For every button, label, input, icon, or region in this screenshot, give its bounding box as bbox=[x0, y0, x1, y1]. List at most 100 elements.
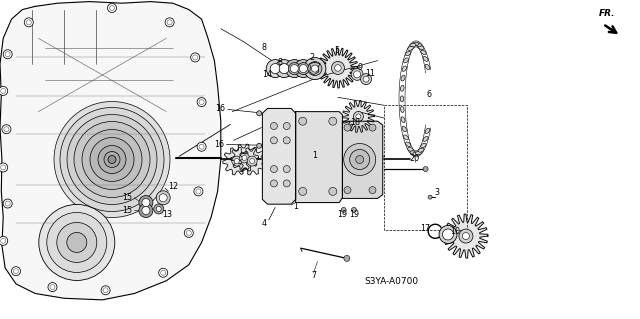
Circle shape bbox=[360, 74, 372, 85]
Polygon shape bbox=[296, 112, 342, 203]
Text: 9: 9 bbox=[358, 63, 363, 72]
Circle shape bbox=[3, 199, 12, 208]
Circle shape bbox=[159, 194, 167, 202]
Ellipse shape bbox=[404, 58, 408, 63]
Circle shape bbox=[299, 117, 307, 125]
Circle shape bbox=[0, 236, 8, 245]
Circle shape bbox=[0, 163, 8, 172]
Circle shape bbox=[312, 65, 318, 72]
Circle shape bbox=[108, 4, 116, 12]
Text: 20: 20 bbox=[410, 154, 420, 163]
Ellipse shape bbox=[401, 75, 405, 81]
Ellipse shape bbox=[408, 147, 413, 152]
Circle shape bbox=[139, 196, 153, 210]
Circle shape bbox=[247, 156, 257, 166]
Circle shape bbox=[239, 153, 250, 163]
Circle shape bbox=[369, 124, 376, 131]
Circle shape bbox=[257, 143, 262, 148]
Text: 16: 16 bbox=[215, 104, 225, 113]
Ellipse shape bbox=[401, 107, 404, 113]
Text: 11: 11 bbox=[365, 69, 375, 78]
Text: 18: 18 bbox=[350, 118, 360, 127]
Text: 16: 16 bbox=[214, 140, 224, 149]
Circle shape bbox=[101, 286, 110, 295]
Circle shape bbox=[197, 142, 206, 151]
Circle shape bbox=[194, 187, 203, 196]
Text: 14: 14 bbox=[262, 70, 273, 78]
Circle shape bbox=[250, 159, 255, 164]
Circle shape bbox=[344, 256, 350, 261]
Circle shape bbox=[271, 180, 277, 187]
Circle shape bbox=[279, 63, 289, 74]
Circle shape bbox=[423, 167, 428, 172]
Circle shape bbox=[24, 18, 33, 27]
Circle shape bbox=[142, 206, 150, 215]
Circle shape bbox=[47, 212, 107, 272]
Text: 12: 12 bbox=[168, 182, 179, 191]
Circle shape bbox=[154, 204, 164, 214]
Circle shape bbox=[329, 187, 337, 196]
Circle shape bbox=[284, 122, 290, 130]
Circle shape bbox=[142, 198, 150, 207]
Ellipse shape bbox=[423, 137, 428, 141]
Ellipse shape bbox=[415, 151, 421, 155]
Circle shape bbox=[291, 64, 298, 73]
Circle shape bbox=[294, 60, 312, 78]
Ellipse shape bbox=[418, 148, 424, 152]
Ellipse shape bbox=[408, 46, 413, 50]
Circle shape bbox=[156, 191, 170, 205]
Circle shape bbox=[271, 166, 277, 173]
Circle shape bbox=[354, 71, 360, 78]
Circle shape bbox=[304, 58, 326, 79]
Circle shape bbox=[428, 195, 432, 199]
Circle shape bbox=[459, 229, 473, 243]
Ellipse shape bbox=[405, 51, 411, 56]
Ellipse shape bbox=[413, 42, 419, 46]
Circle shape bbox=[12, 267, 20, 276]
Circle shape bbox=[300, 64, 307, 73]
Circle shape bbox=[67, 233, 87, 252]
Circle shape bbox=[242, 155, 247, 160]
Circle shape bbox=[234, 159, 239, 164]
Text: 2: 2 bbox=[310, 53, 315, 62]
Circle shape bbox=[369, 187, 376, 194]
Ellipse shape bbox=[415, 43, 421, 47]
Circle shape bbox=[271, 137, 277, 144]
Circle shape bbox=[341, 207, 346, 212]
Circle shape bbox=[39, 204, 115, 280]
Ellipse shape bbox=[404, 135, 408, 140]
Text: 13: 13 bbox=[163, 210, 173, 219]
Text: 8: 8 bbox=[277, 58, 282, 67]
Text: 19: 19 bbox=[349, 210, 359, 219]
Text: 6: 6 bbox=[426, 90, 431, 99]
Circle shape bbox=[184, 228, 193, 237]
Circle shape bbox=[197, 98, 206, 107]
Circle shape bbox=[344, 187, 351, 194]
Polygon shape bbox=[444, 214, 488, 258]
Circle shape bbox=[60, 108, 164, 211]
Ellipse shape bbox=[418, 46, 424, 49]
Polygon shape bbox=[238, 147, 266, 175]
Ellipse shape bbox=[423, 56, 428, 61]
Ellipse shape bbox=[420, 143, 426, 148]
Circle shape bbox=[284, 180, 290, 187]
Circle shape bbox=[2, 125, 11, 134]
Polygon shape bbox=[318, 48, 358, 88]
Text: S3YA-A0700: S3YA-A0700 bbox=[365, 277, 419, 286]
Circle shape bbox=[289, 63, 300, 75]
Ellipse shape bbox=[405, 142, 411, 146]
Circle shape bbox=[108, 155, 116, 164]
Circle shape bbox=[332, 62, 344, 74]
Polygon shape bbox=[342, 100, 374, 132]
Circle shape bbox=[232, 156, 242, 166]
Ellipse shape bbox=[420, 50, 426, 55]
Polygon shape bbox=[342, 121, 383, 198]
Circle shape bbox=[329, 117, 337, 125]
Ellipse shape bbox=[401, 85, 404, 91]
Circle shape bbox=[351, 68, 363, 80]
Text: 8: 8 bbox=[262, 43, 267, 52]
Circle shape bbox=[54, 101, 170, 218]
Circle shape bbox=[356, 155, 364, 164]
Circle shape bbox=[344, 144, 376, 175]
Ellipse shape bbox=[425, 64, 429, 70]
